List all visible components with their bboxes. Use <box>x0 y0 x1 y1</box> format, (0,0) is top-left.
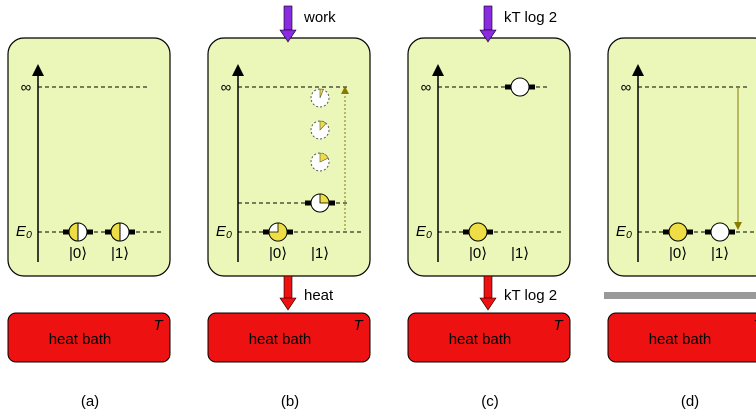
heat-bath-label: heat bath <box>49 331 112 348</box>
heat-arrow-head <box>280 298 296 310</box>
ground-label: E₀ <box>416 223 432 240</box>
infinity-label: ∞ <box>621 79 632 96</box>
heat-bath-label: heat bath <box>249 331 312 348</box>
state <box>469 223 487 241</box>
infinity-label: ∞ <box>221 79 232 96</box>
ket-label: |0⟩ <box>69 245 87 262</box>
heat-arrow-head <box>480 298 496 310</box>
ket-label: |1⟩ <box>511 245 529 262</box>
ground-label: E₀ <box>216 223 232 240</box>
ket-label: |0⟩ <box>669 245 687 262</box>
heat-arrow <box>284 276 292 298</box>
diagram: ∞E₀|0⟩|1⟩heat bathT(a)∞E₀|0⟩|1⟩heat bath… <box>0 0 756 417</box>
state <box>711 223 729 241</box>
input-label: kT log 2 <box>504 9 557 26</box>
system-box <box>408 38 570 276</box>
output-label: kT log 2 <box>504 287 557 304</box>
heat-bath-label: heat bath <box>649 331 712 348</box>
barrier <box>604 292 756 299</box>
panel-label: (a) <box>81 393 99 410</box>
infinity-label: ∞ <box>21 79 32 96</box>
heat-arrow <box>484 276 492 298</box>
ket-label: |1⟩ <box>711 245 729 262</box>
work-arrow <box>284 6 292 30</box>
heat-bath-label: heat bath <box>449 331 512 348</box>
state <box>669 223 687 241</box>
ket-label: |0⟩ <box>269 245 287 262</box>
work-arrow <box>484 6 492 30</box>
ket-label: |0⟩ <box>469 245 487 262</box>
input-label: work <box>303 9 336 26</box>
ground-label: E₀ <box>616 223 632 240</box>
ground-label: E₀ <box>16 223 32 240</box>
panel-label: (d) <box>681 393 699 410</box>
system-box <box>8 38 170 276</box>
system-box <box>208 38 370 276</box>
infinity-label: ∞ <box>421 79 432 96</box>
state <box>511 78 529 96</box>
ket-label: |1⟩ <box>111 245 129 262</box>
panel-label: (c) <box>481 393 499 410</box>
ket-label: |1⟩ <box>311 245 329 262</box>
panel-label: (b) <box>281 393 299 410</box>
output-label: heat <box>304 287 334 304</box>
